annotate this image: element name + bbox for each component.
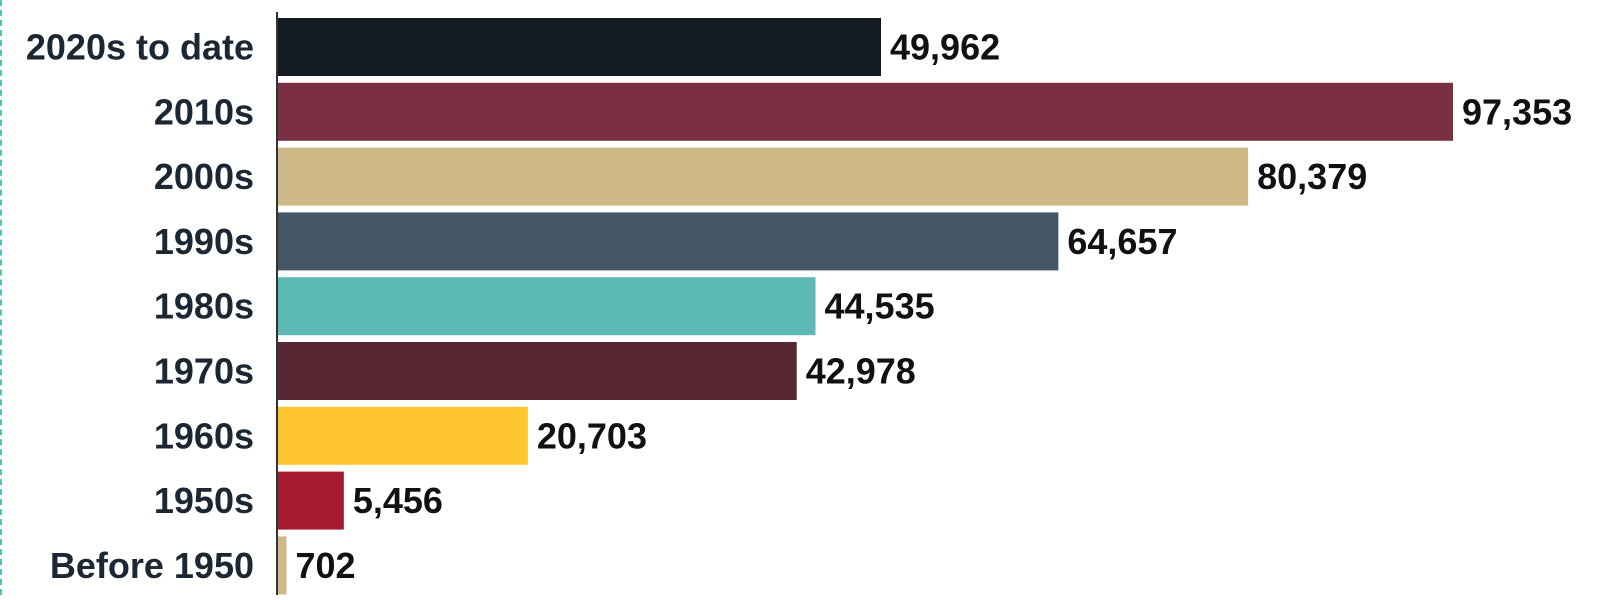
value-label-3: 64,657 [1067,221,1177,262]
value-label-8: 702 [295,545,355,586]
value-label-6: 20,703 [537,415,647,456]
category-label-5: 1970s [154,351,254,392]
category-label-3: 1990s [154,221,254,262]
bar-7 [278,471,344,530]
bar-0 [278,18,882,76]
value-label-0: 49,962 [890,27,1000,68]
category-label-4: 1980s [154,286,254,327]
bar-5 [278,342,797,400]
category-label-1: 2010s [154,91,254,132]
bar-2 [278,147,1249,206]
category-label-2: 2000s [154,156,254,197]
category-label-6: 1960s [154,415,254,456]
value-label-4: 44,535 [825,286,935,327]
category-label-0: 2020s to date [26,27,254,68]
bar-3 [278,212,1059,271]
value-label-2: 80,379 [1257,156,1367,197]
bar-6 [278,406,528,465]
category-label-8: Before 1950 [50,545,254,586]
category-label-7: 1950s [154,480,254,521]
value-label-5: 42,978 [806,351,916,392]
value-label-1: 97,353 [1462,91,1572,132]
value-label-7: 5,456 [353,480,443,521]
bar-4 [278,277,816,336]
bars-layer: 2020s to date 49,962 2010s 97,353 2000s 80,37… [26,18,1572,595]
left-dashed-border [0,0,2,595]
bar-8 [278,536,287,595]
bar-1 [278,82,1453,141]
